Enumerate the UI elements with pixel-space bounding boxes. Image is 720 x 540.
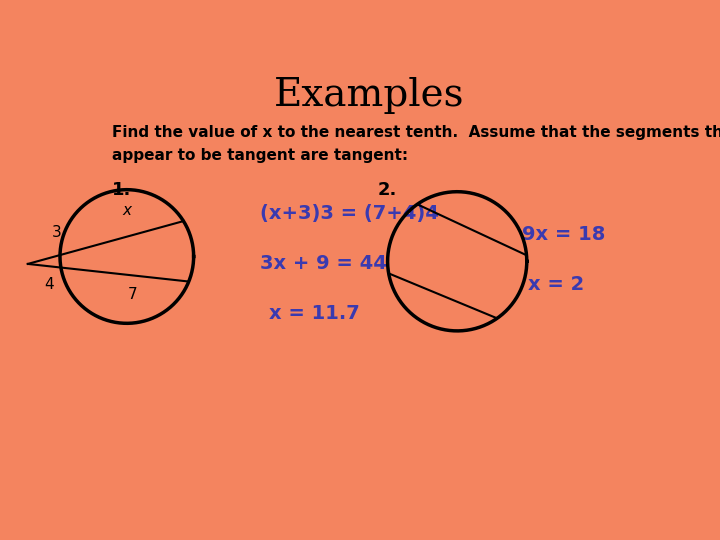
Text: 7: 7 <box>127 287 138 301</box>
Text: x = 2: x = 2 <box>528 275 585 294</box>
Text: 1.: 1. <box>112 181 132 199</box>
Text: Examples: Examples <box>274 77 464 114</box>
Text: (x+3)3 = (7+4)4: (x+3)3 = (7+4)4 <box>260 204 439 223</box>
Text: appear to be tangent are tangent:: appear to be tangent are tangent: <box>112 148 408 163</box>
Text: 4: 4 <box>45 276 54 292</box>
Text: 2.: 2. <box>377 181 397 199</box>
Text: x: x <box>122 202 131 218</box>
Text: Find the value of x to the nearest tenth.  Assume that the segments that: Find the value of x to the nearest tenth… <box>112 125 720 140</box>
Text: 3: 3 <box>52 225 61 240</box>
Text: x = 11.7: x = 11.7 <box>269 304 359 323</box>
Text: 3x + 9 = 44: 3x + 9 = 44 <box>260 254 387 273</box>
Text: 9x = 18: 9x = 18 <box>523 225 606 244</box>
